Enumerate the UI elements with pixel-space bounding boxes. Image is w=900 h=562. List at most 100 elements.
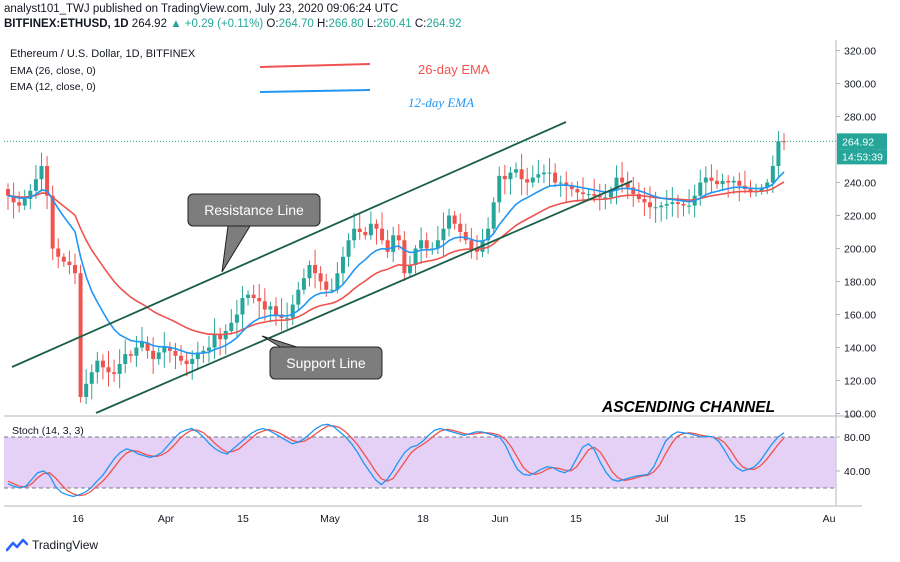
candle-body [659,205,664,208]
resistance-callout[interactable] [187,193,321,227]
candle-body [117,364,122,374]
candle-body [357,228,362,232]
candle-body [541,172,546,175]
legend-ema12: EMA (12, close, 0) [10,81,96,93]
y-tick-label: 280.00 [844,112,876,124]
candle-body [363,232,368,236]
candle-body [776,141,781,166]
candle-body [33,179,38,191]
candle-body [508,172,513,180]
x-tick-label: 18 [417,513,429,525]
candle-body [569,185,574,190]
candle-body [413,248,418,265]
candle-body [620,177,625,183]
stoch-band [4,437,836,488]
ema12-key-line [259,89,371,93]
candle-body [151,350,156,360]
candle-body [123,354,128,364]
candle-body [28,190,33,199]
candle-body [631,187,636,195]
candle-body [536,174,541,178]
candle-body [458,223,463,232]
candle-body [664,203,669,206]
candle-body [608,190,613,198]
candle-body [145,342,150,351]
x-tick-label: Jul [655,513,668,525]
candle-body [486,228,491,241]
chart-header: analyst101_TWJ published on TradingView.… [4,2,462,32]
candle-body [636,194,641,199]
candle-body [273,306,278,315]
high-value: 266.80 [328,18,364,30]
resistance-line[interactable] [11,121,567,368]
x-tick-label: 15 [570,513,582,525]
up-arrow-icon: ▲ [170,18,182,30]
candle-body [586,194,591,196]
tradingview-brand: TradingView [32,538,99,552]
candle-body [368,223,373,236]
candle-body [84,383,89,397]
candle-body [212,334,217,348]
candle-body [497,175,502,203]
x-tick-label: Au [823,513,836,525]
price-pane[interactable] [4,40,836,414]
ema26-annotation: 26-day EMA [418,62,490,77]
candle-body [352,228,357,241]
candle-body [335,273,340,290]
stoch-tick-label: 40.00 [844,466,870,478]
price-badge [837,133,887,150]
tradingview-footer[interactable]: TradingView [6,538,98,552]
candle-body [95,360,100,373]
candle-body [11,195,16,203]
candle-body [201,350,206,353]
legend-ema26: EMA (26, close, 0) [10,65,96,77]
candle-body [698,182,703,196]
candle-body [78,273,83,397]
candle-body [581,192,586,195]
candle-body [61,256,66,262]
candle-body [296,289,301,305]
candle-body [380,228,385,241]
candle-body [720,180,725,185]
candle-body [72,265,77,274]
candle-body [592,194,597,196]
candle-body [162,347,167,353]
candle-body [22,199,27,206]
candle-body [374,223,379,229]
candle-body [648,202,653,208]
candle-body [324,281,329,290]
candle-body [246,294,251,298]
candle-body [6,189,10,196]
ema12-annotation: 12-day EMA [408,95,474,110]
candle-body [642,199,647,203]
candle-body [603,197,608,199]
y-tick-label: 300.00 [844,79,876,91]
candle-body [128,354,133,356]
candle-body [447,215,452,229]
candle-body [112,372,117,374]
candle-body [402,240,407,274]
low-value: 260.41 [376,18,412,30]
candle-body [770,166,775,183]
x-tick-label: 16 [72,513,84,525]
y-tick-label: 320.00 [844,46,876,58]
y-tick-label: 200.00 [844,244,876,256]
candle-body [17,202,22,206]
support-callout[interactable] [269,346,383,380]
candle-body [173,350,178,356]
support-line[interactable] [95,180,633,414]
publisher-line: analyst101_TWJ published on TradingView.… [4,3,399,15]
candle-body [139,342,144,348]
candle-body [285,317,290,319]
candle-body [329,289,334,291]
candle-body [167,347,172,351]
support-callout-text: Support Line [286,355,366,371]
candle-body [307,265,312,279]
candle-body [346,240,351,257]
candle-body [240,298,245,315]
candle-body [39,166,44,180]
y-tick-label: 140.00 [844,343,876,355]
candle-body [257,298,262,302]
y-tick-label: 240.00 [844,178,876,190]
